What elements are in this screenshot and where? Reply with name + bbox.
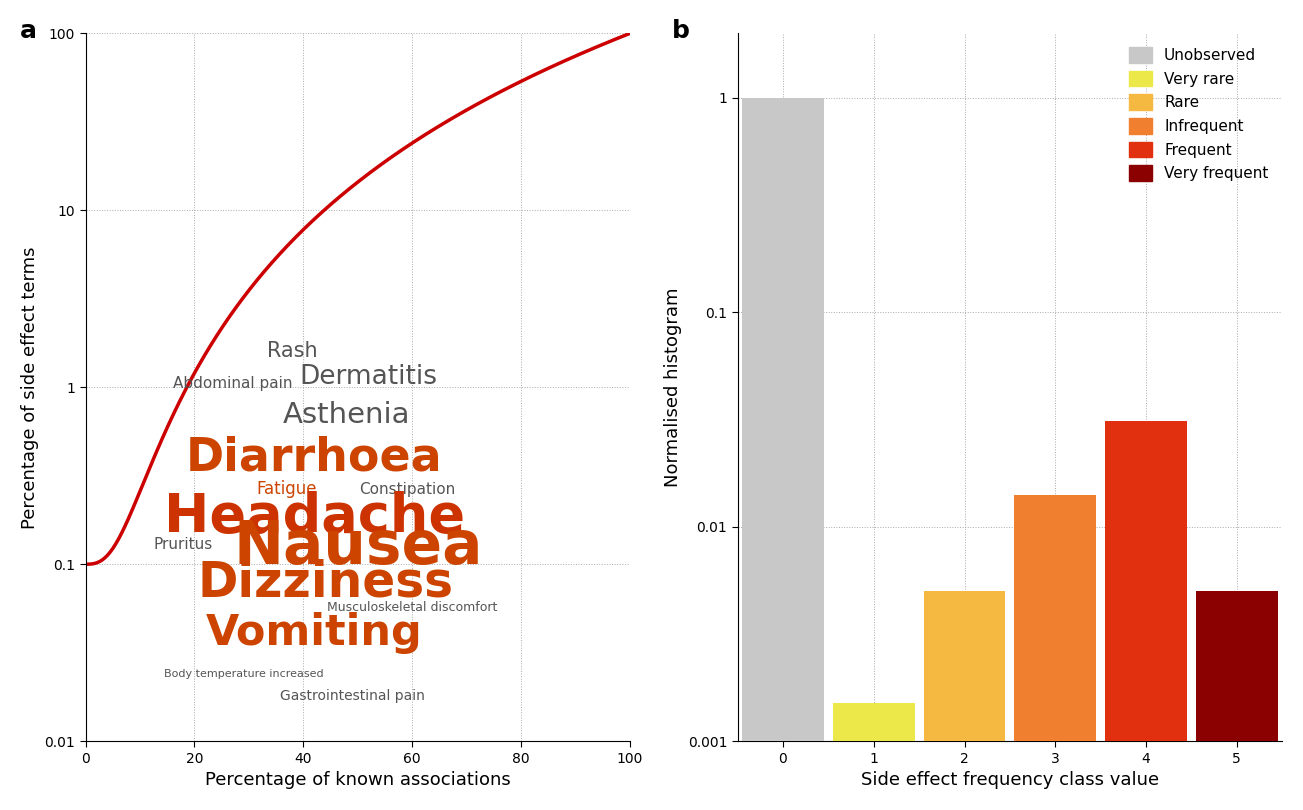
Y-axis label: Normalised histogram: Normalised histogram	[665, 288, 683, 487]
Bar	[1105, 421, 1187, 810]
Text: a: a	[21, 19, 38, 43]
Text: Fatigue: Fatigue	[257, 480, 318, 498]
Bar	[1015, 496, 1096, 810]
Text: Headache: Headache	[164, 491, 465, 543]
Text: Constipation: Constipation	[358, 482, 455, 497]
Text: Nausea: Nausea	[233, 518, 482, 577]
Text: Body temperature increased: Body temperature increased	[164, 669, 323, 679]
Y-axis label: Percentage of side effect terms: Percentage of side effect terms	[21, 246, 39, 528]
Text: Abdominal pain: Abdominal pain	[173, 376, 292, 391]
Bar	[924, 591, 1006, 810]
Text: Gastrointestinal pain: Gastrointestinal pain	[280, 689, 425, 703]
Bar	[1196, 591, 1278, 810]
Text: Rash: Rash	[267, 341, 318, 361]
Legend: Unobserved, Very rare, Rare, Infrequent, Frequent, Very frequent: Unobserved, Very rare, Rare, Infrequent,…	[1123, 41, 1274, 187]
X-axis label: Percentage of known associations: Percentage of known associations	[205, 771, 511, 789]
Bar	[833, 703, 915, 810]
Text: Asthenia: Asthenia	[283, 401, 410, 428]
Text: Pruritus: Pruritus	[154, 536, 214, 552]
Text: Dizziness: Dizziness	[197, 558, 453, 607]
Text: Diarrhoea: Diarrhoea	[186, 435, 443, 480]
Text: b: b	[672, 19, 691, 43]
Text: Dermatitis: Dermatitis	[300, 364, 438, 390]
Bar	[743, 98, 823, 810]
Text: Vomiting: Vomiting	[206, 612, 422, 654]
Text: Musculoskeletal discomfort: Musculoskeletal discomfort	[327, 601, 498, 614]
X-axis label: Side effect frequency class value: Side effect frequency class value	[861, 771, 1158, 789]
